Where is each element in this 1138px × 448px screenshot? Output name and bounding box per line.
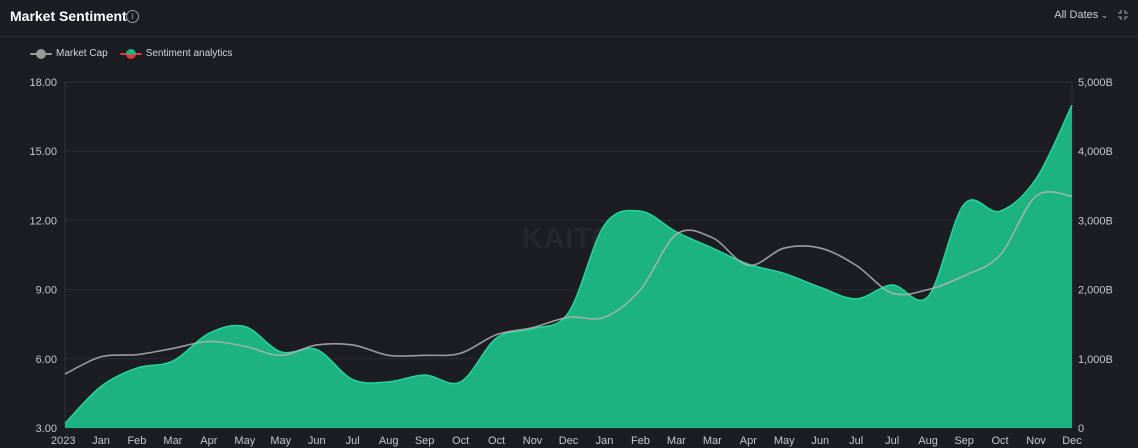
y-left-tick-label: 18.00: [29, 77, 57, 89]
x-tick-label: Apr: [200, 435, 217, 447]
x-tick-label: Jul: [346, 435, 360, 447]
legend-label-sentiment: Sentiment analytics: [145, 48, 233, 59]
x-tick-label: Aug: [379, 435, 399, 447]
y-right-tick-label: 5,000B: [1078, 77, 1113, 89]
x-tick-label: Jun: [308, 435, 326, 447]
legend-item-sentiment[interactable]: Sentiment analytics: [119, 48, 233, 59]
x-tick-label: Feb: [127, 435, 146, 447]
sentiment-area: [65, 105, 1072, 429]
x-tick-label: Jan: [596, 435, 614, 447]
x-tick-label: Oct: [452, 435, 469, 447]
x-tick-label: Oct: [488, 435, 505, 447]
market-cap-line: [64, 191, 1073, 375]
x-tick-label: May: [774, 435, 795, 447]
x-tick-label: 2023: [51, 435, 75, 447]
x-tick-label: Apr: [740, 435, 757, 447]
x-tick-label: Jul: [849, 435, 863, 447]
y-left-tick-label: 12.00: [29, 215, 57, 227]
x-tick-label: Oct: [992, 435, 1009, 447]
x-tick-label: Jan: [92, 435, 110, 447]
y-left-tick-label: 3.00: [36, 423, 57, 435]
x-tick-label: Dec: [559, 435, 579, 447]
y-left-tick-label: 6.00: [36, 354, 57, 366]
chart-title: Market Sentiment: [10, 8, 127, 24]
x-tick-label: Sep: [415, 435, 435, 447]
y-right-tick-label: 4,000B: [1078, 146, 1113, 158]
x-tick-label: Aug: [918, 435, 938, 447]
date-filter-label: All Dates: [1054, 9, 1099, 21]
chevron-down-icon: ⌄: [1101, 11, 1108, 20]
y-right-tick-label: 2,000B: [1078, 285, 1113, 297]
x-tick-label: Mar: [163, 435, 182, 447]
legend-label-market-cap: Market Cap: [56, 48, 108, 59]
date-filter-dropdown[interactable]: All Dates ⌄: [1054, 9, 1108, 21]
x-tick-label: Jun: [811, 435, 829, 447]
x-tick-label: Mar: [703, 435, 722, 447]
x-tick-label: Mar: [667, 435, 686, 447]
y-right-tick-label: 0: [1078, 423, 1084, 435]
y-left-tick-label: 9.00: [36, 285, 57, 297]
expand-icon[interactable]: [1118, 10, 1128, 20]
x-tick-label: Nov: [523, 435, 543, 447]
legend-marker-market-cap: [30, 48, 52, 59]
x-tick-label: Dec: [1062, 435, 1082, 447]
x-tick-label: Feb: [631, 435, 650, 447]
info-icon[interactable]: i: [126, 10, 139, 23]
legend-item-market-cap[interactable]: Market Cap: [30, 48, 108, 59]
y-right-tick-label: 1,000B: [1078, 354, 1113, 366]
x-tick-label: Jul: [885, 435, 899, 447]
sentiment-line: [64, 104, 1073, 424]
x-tick-label: Nov: [1026, 435, 1046, 447]
chart-header: Market Sentiment i All Dates ⌄: [0, 0, 1138, 37]
x-tick-label: May: [270, 435, 291, 447]
legend-marker-sentiment: [119, 48, 142, 59]
x-tick-label: May: [234, 435, 255, 447]
chart-legend: Market Cap Sentiment analytics: [30, 48, 232, 59]
x-tick-label: Sep: [954, 435, 974, 447]
y-left-tick-label: 15.00: [29, 146, 57, 158]
y-right-tick-label: 3,000B: [1078, 215, 1113, 227]
